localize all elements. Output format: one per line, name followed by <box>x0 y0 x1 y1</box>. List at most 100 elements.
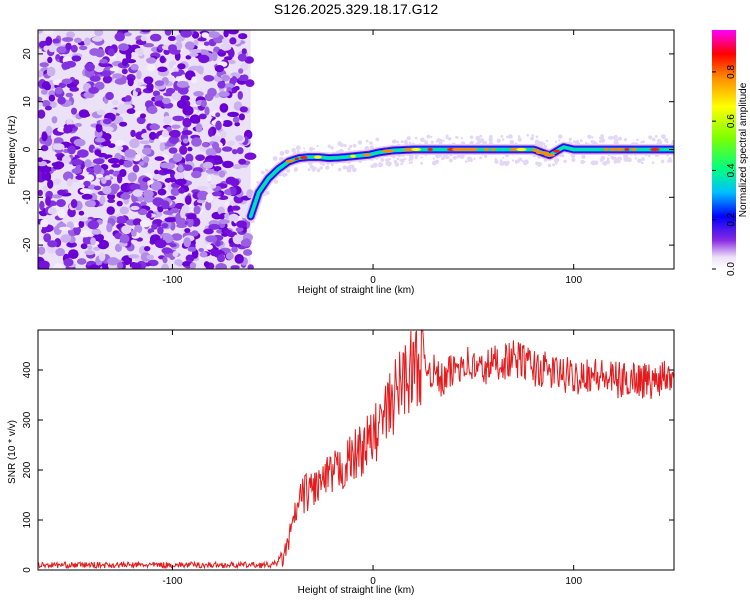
snr-frame <box>37 329 675 571</box>
ridge-halo-dot <box>509 139 515 145</box>
noise-blob <box>187 246 197 252</box>
noise-blob <box>161 223 169 229</box>
noise-blob <box>107 193 116 201</box>
noise-blob <box>99 195 106 205</box>
noise-blob <box>73 79 80 86</box>
ridge-halo-dot <box>506 135 509 139</box>
noise-blob <box>57 208 66 219</box>
ridge-halo-dot <box>661 134 666 140</box>
ridge-halo-dot <box>612 136 617 140</box>
snr-y-tick-label-2: 200 <box>22 461 33 478</box>
noise-blob <box>97 239 109 250</box>
ridge-halo-dot <box>521 159 524 163</box>
snr-series-line <box>38 330 674 570</box>
spectrogram-x-tick-label-2: 100 <box>565 275 582 286</box>
spectrogram-y-label: Frequency (Hz) <box>7 116 18 185</box>
noise-blob <box>57 189 66 196</box>
noise-blob <box>106 223 113 233</box>
noise-blob <box>191 31 200 39</box>
ridge-halo-dot <box>284 173 288 177</box>
spectrogram-y-ticks: -20 -10 0 10 20 <box>22 48 674 252</box>
ridge-halo-dot <box>442 139 445 142</box>
ridge-halo-dot <box>602 162 605 165</box>
noise-blob <box>197 37 207 42</box>
noise-blob <box>79 45 88 51</box>
ridge-halo-dot <box>414 156 418 160</box>
noise-blob <box>150 181 162 191</box>
ridge-halo-dot <box>337 141 342 146</box>
noise-blob <box>175 178 187 186</box>
colorbar-tick-label-1: 0.2 <box>726 212 737 226</box>
noise-blob <box>47 179 54 189</box>
ridge-halo-dot <box>347 147 351 151</box>
ridge-halo-dot <box>613 156 617 161</box>
ridge-halo-dot <box>410 161 413 164</box>
noise-blob <box>176 80 189 88</box>
noise-blob <box>39 200 45 211</box>
noise-blob <box>76 258 87 265</box>
ridge-halo-dot <box>331 163 334 167</box>
noise-blob <box>152 90 161 97</box>
ridge-hotspot <box>553 149 560 153</box>
ridge-halo-dot <box>624 156 628 159</box>
noise-blob <box>54 86 64 95</box>
noise-blob <box>117 262 124 269</box>
ridge-halo-dot <box>342 165 347 170</box>
ridge-halo-dot <box>309 164 314 169</box>
noise-blob <box>222 37 232 44</box>
ridge-halo-dot <box>392 139 397 144</box>
spectrogram-y-tick-label-3: 10 <box>22 96 33 108</box>
noise-blob <box>171 71 183 77</box>
noise-blob <box>93 246 101 251</box>
ridge-halo-dot <box>535 135 539 139</box>
noise-blob <box>132 164 140 173</box>
colorbar-ticks: 0.0 0.2 0.4 0.6 0.8 <box>712 64 737 276</box>
ridge-halo-dot <box>394 162 400 167</box>
noise-blob <box>164 217 176 223</box>
noise-blob <box>159 162 172 169</box>
noise-blob <box>81 193 93 200</box>
noise-blob <box>72 222 81 228</box>
noise-blob <box>43 233 52 243</box>
noise-blob <box>105 91 114 101</box>
ridge-halo-dot <box>637 159 640 163</box>
ridge-halo-dot <box>284 149 290 155</box>
noise-blob <box>126 108 136 114</box>
noise-blob <box>157 226 164 235</box>
noise-blob <box>169 129 181 138</box>
noise-blob <box>93 185 102 191</box>
noise-blob <box>119 121 128 127</box>
noise-blob <box>228 30 239 35</box>
noise-blob <box>205 235 218 243</box>
colorbar-tick-label-4: 0.8 <box>726 64 737 78</box>
ridge-halo-dot <box>600 137 604 141</box>
ridge-halo-dot <box>365 139 369 143</box>
noise-blob <box>232 116 240 123</box>
noise-blob <box>228 48 235 59</box>
ridge-halo-dot <box>581 154 586 159</box>
ridge-halo-dot <box>327 144 331 148</box>
noise-blob <box>45 125 53 136</box>
snr-x-ticks: -100 0 100 <box>162 330 582 587</box>
noise-blob <box>128 254 140 259</box>
noise-blob <box>236 220 247 228</box>
noise-blob <box>38 189 43 197</box>
noise-blob <box>136 116 146 125</box>
noise-blob <box>234 122 240 127</box>
ridge-halo-dot <box>587 134 592 139</box>
noise-blob <box>244 152 257 160</box>
noise-blob <box>52 143 65 151</box>
noise-blob <box>43 166 51 174</box>
noise-blob <box>121 225 132 235</box>
noise-blob <box>217 81 226 89</box>
noise-blob <box>220 43 232 51</box>
noise-blob <box>87 220 100 230</box>
noise-blob <box>102 118 112 125</box>
ridge-halo-dot <box>531 134 535 137</box>
noise-blob <box>62 155 71 164</box>
noise-blob <box>201 32 209 38</box>
noise-blob <box>78 109 90 118</box>
noise-blob <box>52 263 64 269</box>
noise-blob <box>122 192 128 198</box>
noise-blob <box>84 159 92 168</box>
